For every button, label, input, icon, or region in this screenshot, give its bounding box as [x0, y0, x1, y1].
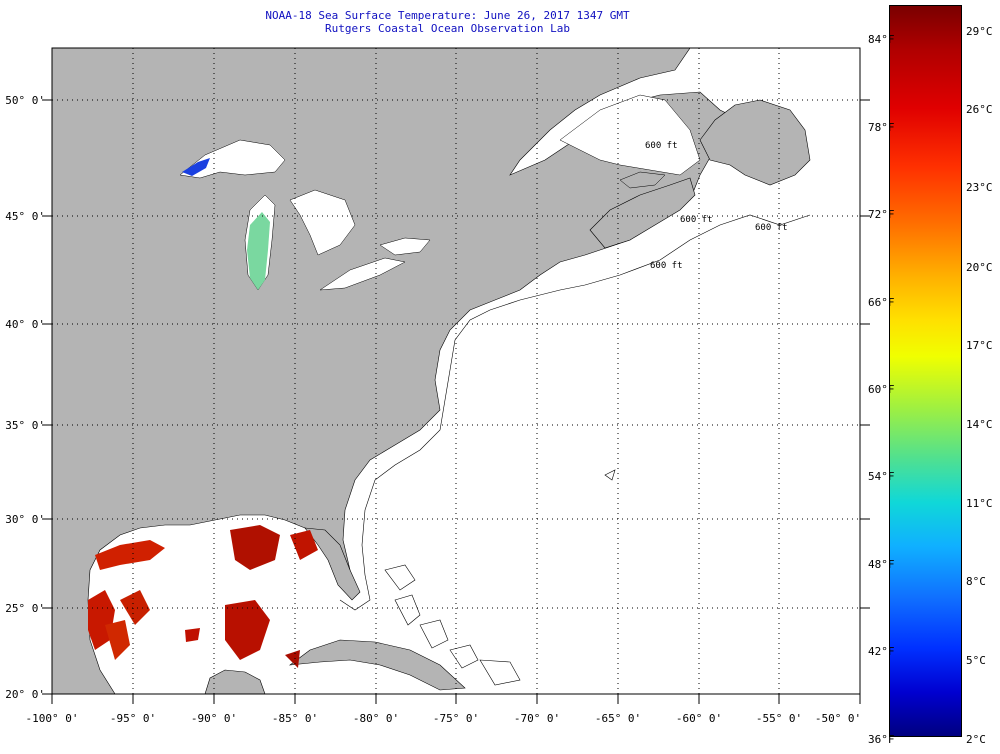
- colorbar-c-label: 5°C: [966, 654, 986, 667]
- lat-label: 35° 0': [5, 419, 45, 432]
- lon-label: -50° 0': [814, 712, 862, 725]
- lat-label: 45° 0': [5, 210, 45, 223]
- land-nova-scotia: [589, 177, 696, 249]
- colorbar-f-label: 72°F: [868, 208, 895, 221]
- map-subtitle: Rutgers Coastal Ocean Observation Lab: [324, 22, 571, 35]
- lon-label: -75° 0': [432, 712, 480, 725]
- contour-label: 600 ft: [680, 215, 713, 225]
- lon-label: -90° 0': [190, 712, 238, 725]
- lon-label: -80° 0': [352, 712, 400, 725]
- colorbar-f-label: 78°F: [868, 121, 895, 134]
- lon-label: -60° 0': [675, 712, 723, 725]
- colorbar-f-label: 54°F: [868, 470, 895, 483]
- contour-label: 600 ft: [645, 141, 678, 151]
- sst-lake-superior: [182, 158, 210, 176]
- lat-label: 25° 0': [5, 602, 45, 615]
- land-cuba: [288, 639, 466, 691]
- colorbar-c-label: 29°C: [966, 25, 993, 38]
- colorbar-c-label: 2°C: [966, 733, 986, 746]
- lat-label: 40° 0': [5, 318, 45, 331]
- sst-lake-michigan: [247, 212, 270, 290]
- land-island-anticosti: [619, 171, 666, 189]
- sst-gulf-patches: [88, 525, 318, 668]
- colorbar-c-label: 26°C: [966, 103, 993, 116]
- lon-label: -70° 0': [513, 712, 561, 725]
- colorbar-f-label: 66°F: [868, 296, 895, 309]
- lake-ontario: [379, 237, 431, 256]
- lon-label: -65° 0': [594, 712, 642, 725]
- lat-label: 20° 0': [5, 688, 45, 701]
- lon-label: -85° 0': [271, 712, 319, 725]
- bahamas-islands: [384, 469, 616, 686]
- depth-contour: [339, 214, 811, 611]
- colorbar-c-label: 8°C: [966, 575, 986, 588]
- tick-marks: [42, 99, 870, 704]
- map-title: NOAA-18 Sea Surface Temperature: June 26…: [265, 9, 630, 22]
- colorbar-f-label: 84°F: [868, 33, 895, 46]
- lake-superior: [179, 139, 286, 179]
- colorbar-c-label: 17°C: [966, 339, 993, 352]
- lake-erie: [319, 257, 406, 291]
- colorbar-c-label: 23°C: [966, 181, 993, 194]
- gulf-st-lawrence: [559, 94, 701, 176]
- lat-label: 30° 0': [5, 513, 45, 526]
- lon-label: -95° 0': [109, 712, 157, 725]
- lon-label: -55° 0': [755, 712, 803, 725]
- contour-label: 600 ft: [650, 261, 683, 271]
- land-newfoundland: [699, 99, 811, 186]
- colorbar-f-label: 36°F: [868, 733, 895, 746]
- temperature-colorbar: [889, 5, 962, 737]
- land-florida: [304, 527, 361, 601]
- lake-huron: [289, 189, 356, 256]
- colorbar-f-label: 48°F: [868, 558, 895, 571]
- colorbar-f-label: 42°F: [868, 645, 895, 658]
- colorbar-c-label: 14°C: [966, 418, 993, 431]
- lon-label: -100° 0': [25, 712, 79, 725]
- lat-label: 50° 0': [5, 94, 45, 107]
- colorbar-f-label: 60°F: [868, 383, 895, 396]
- colorbar-c-label: 11°C: [966, 497, 993, 510]
- contour-label: 600 ft: [755, 223, 788, 233]
- colorbar-c-label: 20°C: [966, 261, 993, 274]
